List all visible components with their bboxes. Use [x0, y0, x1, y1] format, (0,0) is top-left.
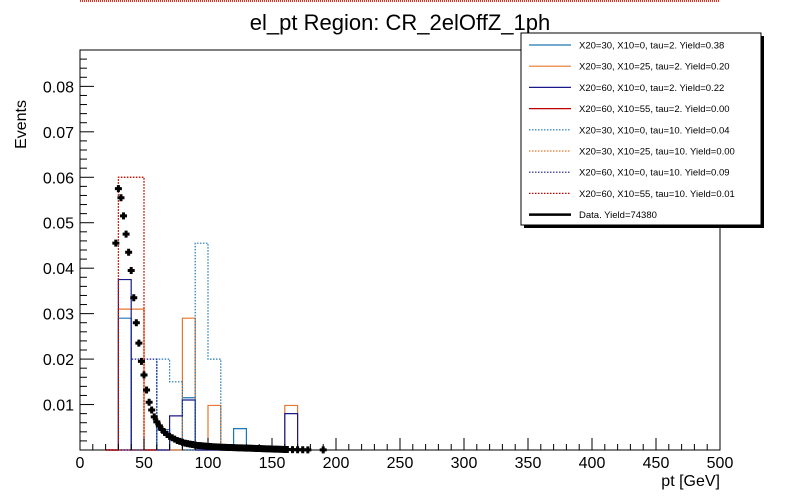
y-tick-label-6: 0.07: [43, 125, 74, 142]
data-point-4: [122, 230, 130, 238]
y-tick-label-5: 0.06: [43, 170, 74, 187]
chart-title: el_pt Region: CR_2elOffZ_1ph: [250, 10, 550, 35]
x-tick-label-10: 500: [707, 455, 734, 472]
x-tick-label-4: 200: [323, 455, 350, 472]
legend-label-1: X20=30, X10=25, tau=2. Yield=0.20: [579, 62, 730, 73]
x-tick-label-1: 50: [135, 455, 153, 472]
data-point-6: [127, 266, 135, 274]
x-tick-label-9: 450: [643, 455, 670, 472]
data-point-0: [112, 239, 120, 247]
legend-label-5: X20=30, X10=25, tau=10. Yield=0.00: [579, 147, 735, 158]
legend-label-3: X20=60, X10=55, tau=2. Yield=0.00: [579, 104, 730, 115]
y-tick-label-1: 0.02: [43, 352, 74, 369]
legend-label-8: Data. Yield=74380: [579, 210, 657, 221]
data-point-11: [140, 371, 148, 379]
data-point-16: [153, 418, 161, 426]
axes-layer: 0 50 100 150 200 250 300 350 400 450 500 0.01 0.02 0.…: [43, 58, 734, 472]
y-tick-label-4: 0.05: [43, 216, 74, 233]
legend: X20=30, X10=0, tau=2. Yield=0.38 X20=30, …: [520, 32, 764, 228]
data-point-2: [117, 194, 125, 202]
data-point-9: [135, 339, 143, 347]
data-point-12: [143, 386, 151, 394]
x-tick-label-8: 400: [579, 455, 606, 472]
data-point-7: [130, 294, 138, 302]
data-point-14: [148, 406, 156, 414]
y-tick-label-0: 0.01: [43, 398, 74, 415]
legend-label-2: X20=60, X10=0, tau=2. Yield=0.22: [579, 83, 724, 94]
data-point-5: [125, 248, 133, 256]
series-line-4: [105, 242, 234, 451]
legend-box: [520, 32, 762, 226]
y-axis-label: Events: [13, 100, 30, 149]
x-axis-label: pt [GeV]: [661, 473, 720, 490]
y-tick-label-2: 0.03: [43, 307, 74, 324]
data-point-13: [145, 398, 153, 406]
data-point-1: [114, 185, 122, 193]
x-tick-label-5: 250: [387, 455, 414, 472]
legend-label-7: X20=60, X10=55, tau=10. Yield=0.01: [579, 189, 735, 200]
x-tick-label-3: 150: [259, 455, 286, 472]
data-point-3: [120, 212, 128, 220]
y-tick-label-7: 0.08: [43, 79, 74, 96]
x-tick-label-2: 100: [195, 455, 222, 472]
data-point-8: [132, 319, 140, 327]
x-tick-label-6: 300: [451, 455, 478, 472]
data-point-15: [150, 413, 158, 421]
data-point-10: [137, 357, 145, 365]
legend-label-6: X20=60, X10=0, tau=10. Yield=0.09: [579, 168, 730, 179]
x-tick-label-0: 0: [76, 455, 85, 472]
x-tick-label-7: 350: [515, 455, 542, 472]
legend-label-4: X20=30, X10=0, tau=10. Yield=0.04: [579, 125, 730, 136]
legend-label-0: X20=30, X10=0, tau=2. Yield=0.38: [579, 41, 724, 52]
y-tick-label-3: 0.04: [43, 261, 74, 278]
